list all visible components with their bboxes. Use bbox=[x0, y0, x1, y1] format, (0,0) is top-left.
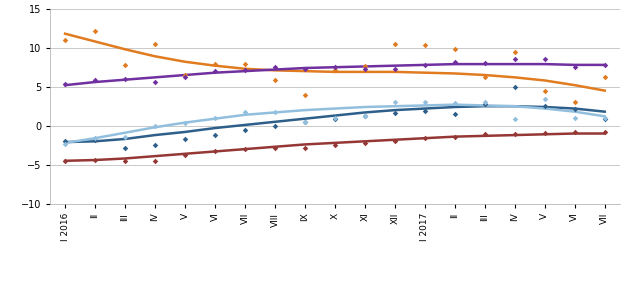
Point bbox=[480, 102, 490, 106]
Point bbox=[120, 63, 130, 67]
Point bbox=[300, 120, 310, 124]
Point bbox=[300, 145, 310, 150]
Point bbox=[210, 116, 220, 120]
Point bbox=[570, 129, 580, 134]
Point bbox=[240, 127, 250, 132]
Point bbox=[300, 120, 310, 124]
Point bbox=[90, 77, 100, 82]
Point bbox=[480, 75, 490, 80]
Point bbox=[540, 88, 550, 93]
Point bbox=[360, 114, 370, 119]
Point bbox=[120, 159, 130, 163]
Point bbox=[330, 116, 340, 120]
Point bbox=[60, 139, 70, 144]
Point bbox=[600, 63, 610, 67]
Point bbox=[360, 141, 370, 145]
Point bbox=[540, 104, 550, 109]
Point bbox=[90, 137, 100, 142]
Point bbox=[210, 149, 220, 154]
Point bbox=[240, 109, 250, 114]
Point bbox=[150, 159, 160, 163]
Point bbox=[150, 42, 160, 46]
Point bbox=[270, 110, 280, 115]
Point bbox=[600, 129, 610, 134]
Point bbox=[240, 147, 250, 151]
Point bbox=[180, 153, 190, 158]
Point bbox=[60, 159, 70, 163]
Point bbox=[330, 117, 340, 122]
Point bbox=[480, 100, 490, 105]
Point bbox=[150, 80, 160, 84]
Point bbox=[450, 112, 460, 116]
Point bbox=[60, 141, 70, 146]
Point bbox=[180, 137, 190, 141]
Point bbox=[510, 50, 520, 55]
Point bbox=[330, 65, 340, 70]
Point bbox=[120, 135, 130, 140]
Point bbox=[420, 99, 430, 104]
Point bbox=[150, 124, 160, 129]
Point bbox=[360, 114, 370, 119]
Point bbox=[60, 38, 70, 42]
Point bbox=[480, 60, 490, 65]
Point bbox=[360, 66, 370, 71]
Point bbox=[210, 133, 220, 137]
Point bbox=[420, 136, 430, 141]
Point bbox=[450, 134, 460, 139]
Point bbox=[570, 116, 580, 120]
Point bbox=[540, 97, 550, 102]
Point bbox=[600, 116, 610, 121]
Point bbox=[330, 143, 340, 148]
Point bbox=[540, 57, 550, 62]
Point bbox=[570, 106, 580, 111]
Point bbox=[570, 100, 580, 105]
Point bbox=[120, 77, 130, 81]
Point bbox=[330, 67, 340, 72]
Point bbox=[270, 145, 280, 150]
Point bbox=[600, 74, 610, 79]
Point bbox=[180, 74, 190, 79]
Point bbox=[120, 145, 130, 150]
Point bbox=[510, 116, 520, 121]
Point bbox=[390, 111, 400, 116]
Point bbox=[180, 120, 190, 125]
Point bbox=[180, 73, 190, 77]
Point bbox=[300, 66, 310, 71]
Point bbox=[510, 84, 520, 89]
Point bbox=[240, 62, 250, 66]
Point bbox=[480, 132, 490, 136]
Point bbox=[60, 82, 70, 87]
Point bbox=[390, 139, 400, 144]
Point bbox=[420, 63, 430, 67]
Point bbox=[240, 67, 250, 72]
Point bbox=[540, 130, 550, 135]
Point bbox=[510, 131, 520, 136]
Point bbox=[420, 109, 430, 113]
Point bbox=[300, 93, 310, 97]
Point bbox=[270, 65, 280, 70]
Point bbox=[270, 123, 280, 128]
Point bbox=[450, 46, 460, 51]
Point bbox=[90, 28, 100, 33]
Point bbox=[510, 57, 520, 62]
Point bbox=[210, 69, 220, 73]
Point bbox=[270, 78, 280, 83]
Point bbox=[390, 42, 400, 46]
Point bbox=[90, 158, 100, 162]
Point bbox=[420, 42, 430, 47]
Point bbox=[600, 116, 610, 120]
Point bbox=[450, 59, 460, 64]
Point bbox=[390, 100, 400, 105]
Point bbox=[360, 64, 370, 69]
Point bbox=[570, 65, 580, 70]
Point bbox=[210, 62, 220, 66]
Point bbox=[390, 66, 400, 71]
Point bbox=[150, 143, 160, 148]
Point bbox=[450, 101, 460, 105]
Point bbox=[90, 136, 100, 141]
